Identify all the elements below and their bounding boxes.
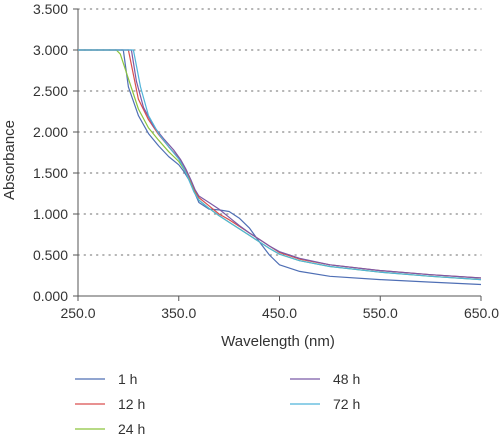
y-tick-label: 3.000	[33, 42, 68, 58]
series-line-1	[78, 49, 482, 286]
y-tick-label: 0.500	[33, 247, 68, 263]
axes	[73, 8, 482, 301]
legend-label: 1 h	[118, 371, 137, 387]
y-tick-label: 1.000	[33, 206, 68, 222]
legend: 1 h 12 h 24 h 48 h 72 h	[75, 371, 360, 437]
series-line-2	[78, 49, 482, 279]
y-tick-label: 2.500	[33, 83, 68, 99]
y-tick-label: 0.000	[33, 288, 68, 304]
legend-label: 12 h	[118, 396, 145, 412]
series-lines	[78, 49, 482, 286]
series-line-4	[78, 49, 482, 279]
series-line-3	[78, 49, 482, 281]
tick-labels: 0.000 0.500 1.000 1.500 2.000 2.500 3.000 3.500…	[33, 1, 499, 321]
grid-lines	[77, 8, 482, 256]
legend-label: 48 h	[333, 371, 360, 387]
y-tick-label: 1.500	[33, 165, 68, 181]
x-tick-label: 350.0	[161, 305, 196, 321]
series-line-5	[78, 49, 482, 281]
x-tick-label: 450.0	[262, 305, 297, 321]
legend-label: 72 h	[333, 396, 360, 412]
x-axis-label: Wavelength (nm)	[221, 333, 335, 350]
x-tick-label: 250.0	[60, 305, 95, 321]
y-tick-label: 2.000	[33, 124, 68, 140]
y-axis-label: Absorbance	[1, 120, 18, 200]
y-tick-label: 3.500	[33, 1, 68, 17]
x-tick-label: 550.0	[363, 305, 398, 321]
x-tick-label: 650.0	[464, 305, 499, 321]
legend-label: 24 h	[118, 421, 145, 437]
